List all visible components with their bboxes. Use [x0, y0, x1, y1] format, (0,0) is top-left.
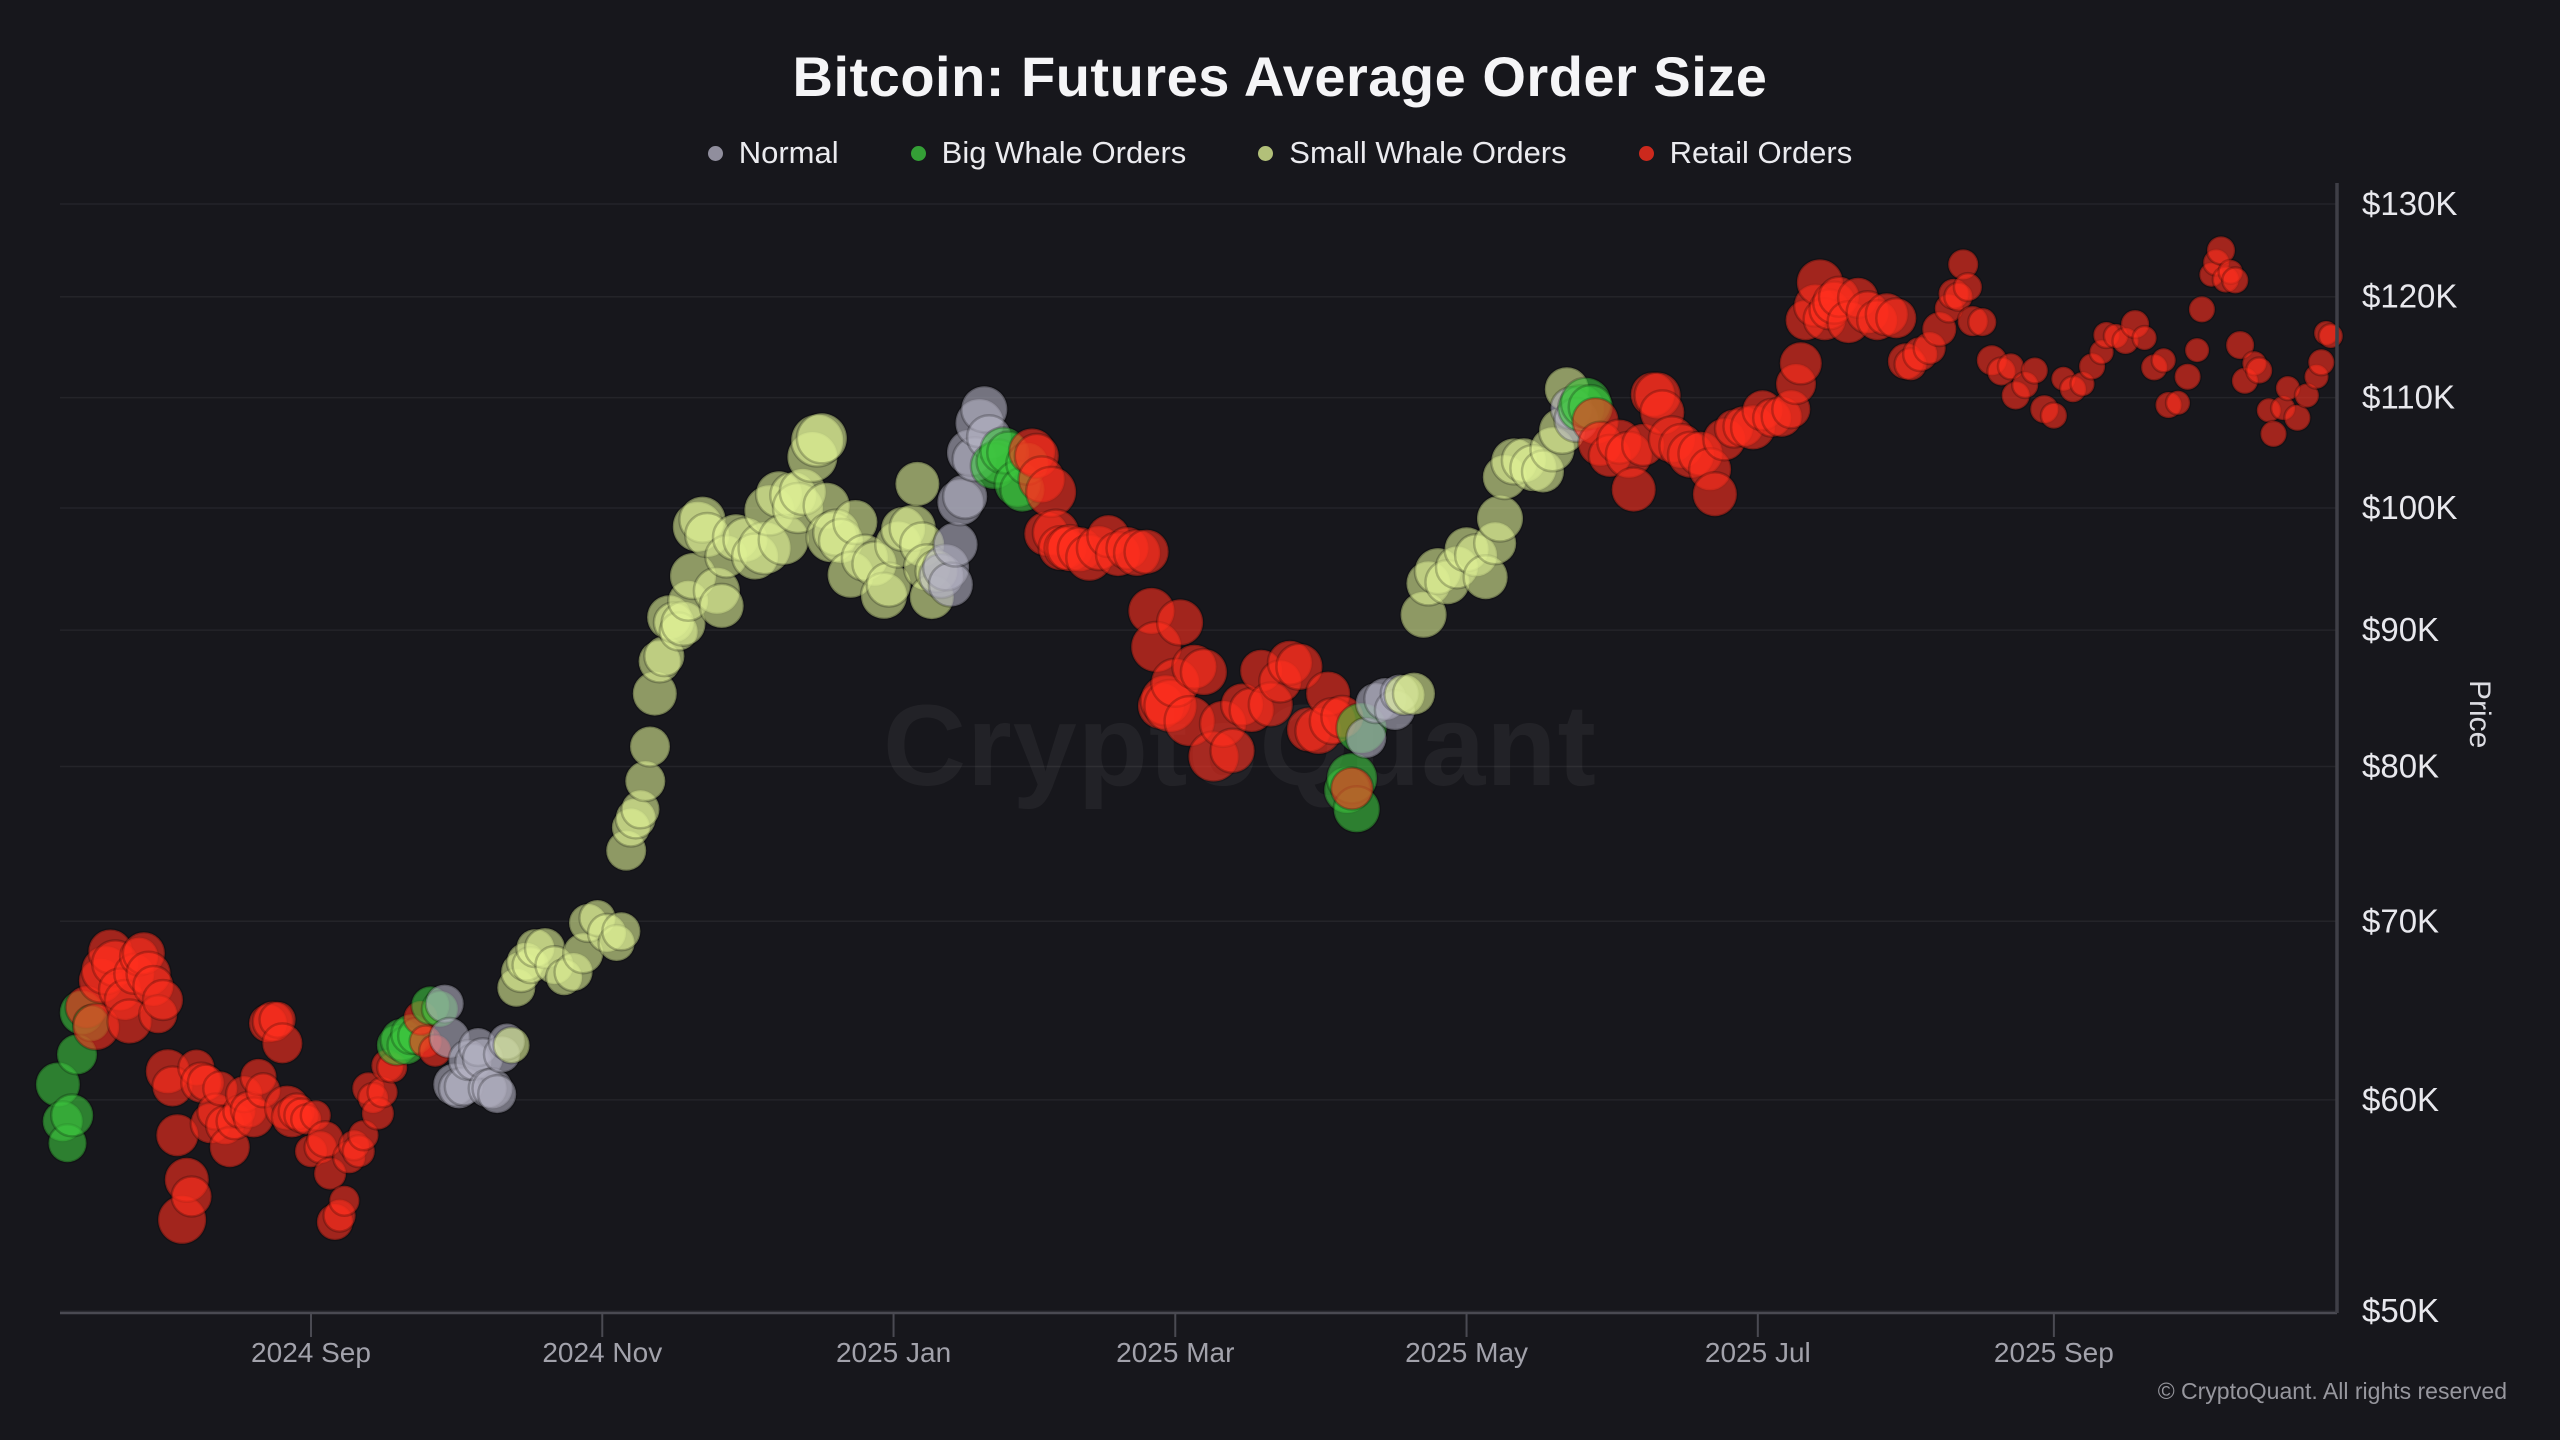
legend-item-label: Small Whale Orders	[1289, 135, 1567, 170]
data-point[interactable]	[2244, 356, 2274, 385]
data-point[interactable]	[628, 725, 672, 768]
data-point[interactable]	[894, 460, 941, 508]
data-point[interactable]	[2183, 336, 2211, 364]
y-tick-label: $90K	[2362, 611, 2439, 648]
data-point[interactable]	[1778, 341, 1824, 386]
chart-header: Bitcoin: Futures Average Order Size Norm…	[0, 0, 2560, 171]
data-point[interactable]	[698, 582, 745, 630]
data-point[interactable]	[2173, 362, 2202, 391]
x-tick-label: 2025 May	[1405, 1337, 1528, 1368]
y-tick-label: $80K	[2362, 748, 2439, 785]
x-tick-label: 2024 Sep	[251, 1337, 371, 1368]
data-point[interactable]	[492, 1025, 531, 1065]
y-tick-label: $70K	[2362, 902, 2439, 939]
data-point[interactable]	[2224, 329, 2256, 361]
data-point[interactable]	[424, 983, 465, 1024]
y-tick-label: $120K	[2362, 278, 2457, 315]
y-tick-label: $130K	[2362, 185, 2457, 222]
x-tick-label: 2025 Sep	[1994, 1337, 2114, 1368]
legend-dot-icon	[1638, 145, 1654, 161]
legend: Normal Big Whale Orders Small Whale Orders…	[0, 135, 2560, 171]
x-tick-label: 2024 Nov	[542, 1337, 662, 1368]
data-point[interactable]	[2221, 266, 2250, 295]
data-point[interactable]	[2164, 389, 2192, 417]
data-point[interactable]	[1952, 271, 1984, 303]
data-point[interactable]	[2150, 347, 2177, 374]
y-tick-label: $110K	[2362, 379, 2455, 416]
x-tick-label: 2025 Jul	[1705, 1337, 1811, 1368]
data-point[interactable]	[1967, 306, 1998, 338]
data-point[interactable]	[1475, 494, 1525, 543]
data-point[interactable]	[170, 1175, 213, 1218]
data-point[interactable]	[2317, 322, 2345, 350]
data-point[interactable]	[141, 978, 185, 1022]
x-tick-label: 2025 Jan	[836, 1337, 951, 1368]
data-point[interactable]	[1275, 642, 1324, 691]
data-point[interactable]	[1209, 727, 1256, 774]
data-point[interactable]	[2205, 235, 2237, 266]
data-point[interactable]	[1691, 470, 1739, 518]
legend-item-label: Retail Orders	[1669, 135, 1853, 170]
legend-dot-icon	[910, 145, 926, 161]
legend-item-big-whale-orders[interactable]: Big Whale Orders	[910, 135, 1187, 171]
copyright-footer: © CryptoQuant. All rights reserved	[2157, 1378, 2507, 1404]
legend-dot-icon	[707, 145, 723, 161]
data-point[interactable]	[2131, 324, 2158, 352]
data-point[interactable]	[1123, 528, 1170, 575]
y-axis-title: Price	[2463, 680, 2496, 749]
data-point[interactable]	[927, 561, 975, 608]
legend-dot-icon	[1258, 145, 1274, 161]
data-point[interactable]	[328, 1184, 361, 1217]
data-point[interactable]	[1875, 296, 1918, 340]
data-point[interactable]	[1179, 647, 1229, 697]
legend-item-retail-orders[interactable]: Retail Orders	[1638, 135, 1853, 171]
data-point[interactable]	[2307, 348, 2336, 377]
y-tick-label: $50K	[2362, 1292, 2439, 1329]
data-point[interactable]	[2283, 403, 2312, 433]
y-tick-label: $100K	[2362, 489, 2457, 526]
legend-item-normal[interactable]: Normal	[707, 135, 839, 171]
data-point[interactable]	[1329, 766, 1375, 811]
data-point[interactable]	[1391, 671, 1437, 716]
data-point[interactable]	[2259, 419, 2288, 449]
data-point[interactable]	[795, 412, 849, 465]
legend-item-label: Big Whale Orders	[941, 135, 1187, 170]
data-point[interactable]	[1155, 598, 1205, 647]
y-tick-label: $60K	[2362, 1081, 2439, 1118]
data-point[interactable]	[2020, 356, 2050, 385]
legend-item-small-whale-orders[interactable]: Small Whale Orders	[1258, 135, 1567, 171]
data-point[interactable]	[2039, 401, 2069, 430]
x-tick-label: 2025 Mar	[1116, 1337, 1234, 1368]
data-point[interactable]	[601, 911, 642, 952]
legend-item-label: Normal	[738, 135, 839, 170]
data-point[interactable]	[2187, 295, 2217, 324]
data-point[interactable]	[49, 1093, 95, 1138]
data-point[interactable]	[261, 1022, 304, 1065]
chart-title: Bitcoin: Futures Average Order Size	[792, 45, 1768, 108]
data-point[interactable]	[932, 521, 979, 568]
data-point[interactable]	[1610, 466, 1657, 513]
data-point[interactable]	[476, 1073, 518, 1115]
